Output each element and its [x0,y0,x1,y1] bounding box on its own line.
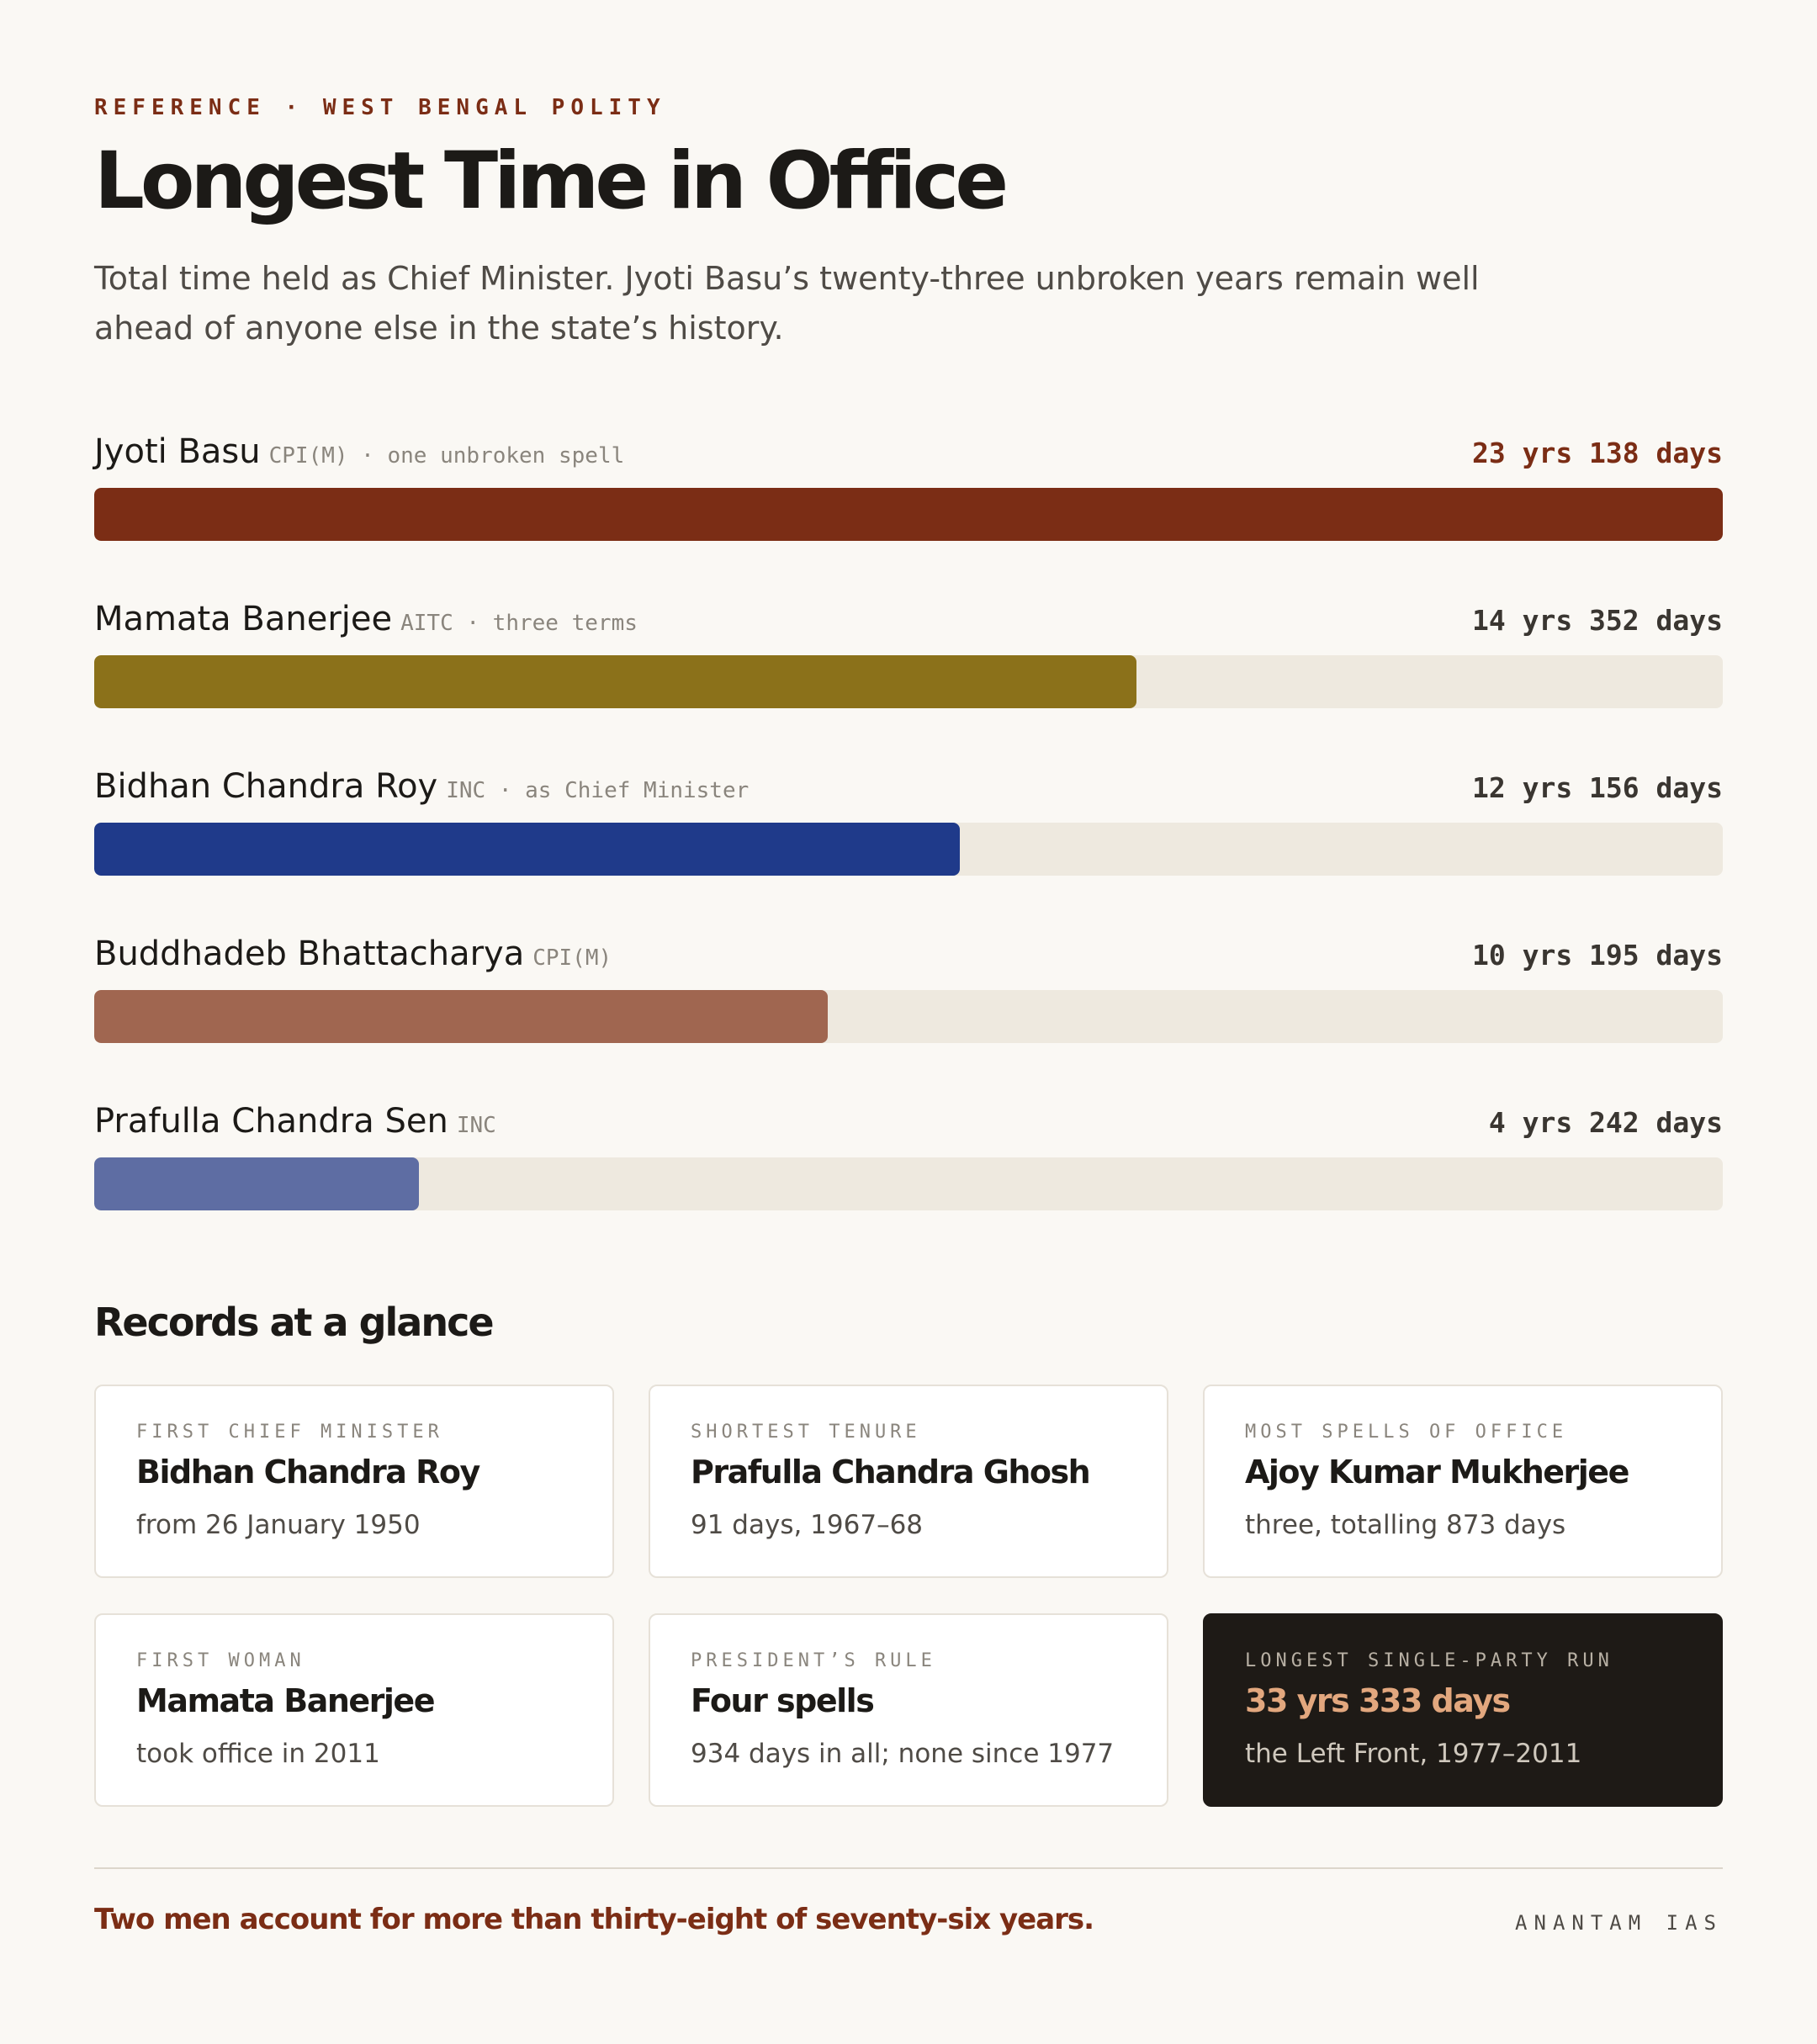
bar-track [94,488,1723,541]
bar-party-label: CPI(M) [532,945,612,971]
record-card-shortest-tenure: SHORTEST TENURE Prafulla Chandra Ghosh 9… [649,1385,1168,1578]
footer-divider [94,1867,1723,1869]
record-value: 33 yrs 333 days [1245,1682,1511,1719]
eyebrow: REFERENCE · WEST BENGAL POLITY [94,95,666,120]
record-note: from 26 January 1950 [136,1510,421,1540]
record-value: Bidhan Chandra Roy [136,1454,480,1491]
bar-value-label: 4 yrs 242 days [1488,1106,1723,1139]
record-card-first-woman: FIRST WOMAN Mamata Banerjee took office … [94,1613,614,1807]
record-card-first-cm: FIRST CHIEF MINISTER Bidhan Chandra Roy … [94,1385,614,1578]
bar-row-header: Buddhadeb Bhattacharya CPI(M) 10 yrs 195 d… [94,931,1723,982]
record-value: Four spells [691,1682,875,1719]
bar-value-label: 14 yrs 352 days [1471,604,1723,637]
page-title: Longest Time in Office [94,135,1009,227]
bar-row: Jyoti Basu CPI(M) · one unbroken spell 23 … [94,429,1723,541]
record-label: LONGEST SINGLE-PARTY RUN [1245,1650,1613,1671]
bar-track [94,1157,1723,1210]
bar-row-header: Jyoti Basu CPI(M) · one unbroken spell 23 … [94,429,1723,479]
record-value: Prafulla Chandra Ghosh [691,1454,1091,1491]
footer-note: Two men account for more than thirty-eig… [94,1903,1094,1936]
bar-track [94,990,1723,1043]
bar-row-header: Prafulla Chandra Sen INC 4 yrs 242 days [94,1099,1723,1149]
record-card-most-spells: MOST SPELLS OF OFFICE Ajoy Kumar Mukherj… [1203,1385,1723,1578]
bar-name: Buddhadeb Bhattacharya [94,935,525,973]
bar-value-label: 10 yrs 195 days [1471,939,1723,972]
bar-row: Mamata Banerjee AITC · three terms 14 yrs … [94,596,1723,708]
bar [94,1157,419,1210]
record-note: took office in 2011 [136,1739,380,1769]
bar-name: Prafulla Chandra Sen [94,1102,448,1141]
bar-row-header: Mamata Banerjee AITC · three terms 14 yrs … [94,596,1723,647]
bar-party-label: AITC · three terms [400,611,638,636]
bar-party-label: INC [456,1113,496,1138]
bar [94,655,1136,708]
bar-name-label: Prafulla Chandra Sen INC [94,1102,496,1141]
bar-track [94,655,1723,708]
record-label: FIRST WOMAN [136,1650,305,1671]
footer-credit: ANANTAM IAS [1515,1911,1723,1935]
record-note: the Left Front, 1977–2011 [1245,1739,1582,1769]
bar-party-label: CPI(M) · one unbroken spell [268,443,625,469]
bar-row: Prafulla Chandra Sen INC 4 yrs 242 days [94,1099,1723,1210]
record-card-longest-party-run: LONGEST SINGLE-PARTY RUN 33 yrs 333 days… [1203,1613,1723,1807]
bar [94,488,1723,541]
bar-row: Bidhan Chandra Roy INC · as Chief Ministe… [94,764,1723,876]
bar-name-label: Buddhadeb Bhattacharya CPI(M) [94,935,612,973]
bar [94,823,961,876]
record-label: SHORTEST TENURE [691,1422,921,1443]
bar [94,990,828,1043]
record-value: Ajoy Kumar Mukherjee [1245,1454,1629,1491]
record-label: MOST SPELLS OF OFFICE [1245,1422,1568,1443]
bar-track [94,823,1723,876]
bar-name-label: Bidhan Chandra Roy INC · as Chief Ministe… [94,767,749,806]
bar-name-label: Mamata Banerjee AITC · three terms [94,600,638,638]
bar-party-label: INC · as Chief Minister [446,778,750,803]
bar-name: Bidhan Chandra Roy [94,767,438,806]
page-subtitle: Total time held as Chief Minister. Jyoti… [94,260,1480,347]
bar-value-label: 12 yrs 156 days [1471,771,1723,804]
record-value: Mamata Banerjee [136,1682,435,1719]
bar-name-label: Jyoti Basu CPI(M) · one unbroken spell [94,432,624,471]
bar-name: Mamata Banerjee [94,600,393,638]
bar-value-label: 23 yrs 138 days [1471,437,1723,469]
record-label: PRESIDENT’S RULE [691,1650,936,1671]
record-label: FIRST CHIEF MINISTER [136,1422,443,1443]
bar-row: Buddhadeb Bhattacharya CPI(M) 10 yrs 195 d… [94,931,1723,1043]
bar-name: Jyoti Basu [94,432,261,471]
bar-row-header: Bidhan Chandra Roy INC · as Chief Ministe… [94,764,1723,814]
record-card-presidents-rule: PRESIDENT’S RULE Four spells 934 days in… [649,1613,1168,1807]
records-title: Records at a glance [94,1300,495,1345]
record-note: three, totalling 873 days [1245,1510,1566,1540]
record-note: 91 days, 1967–68 [691,1510,924,1540]
record-note: 934 days in all; none since 1977 [691,1739,1115,1769]
